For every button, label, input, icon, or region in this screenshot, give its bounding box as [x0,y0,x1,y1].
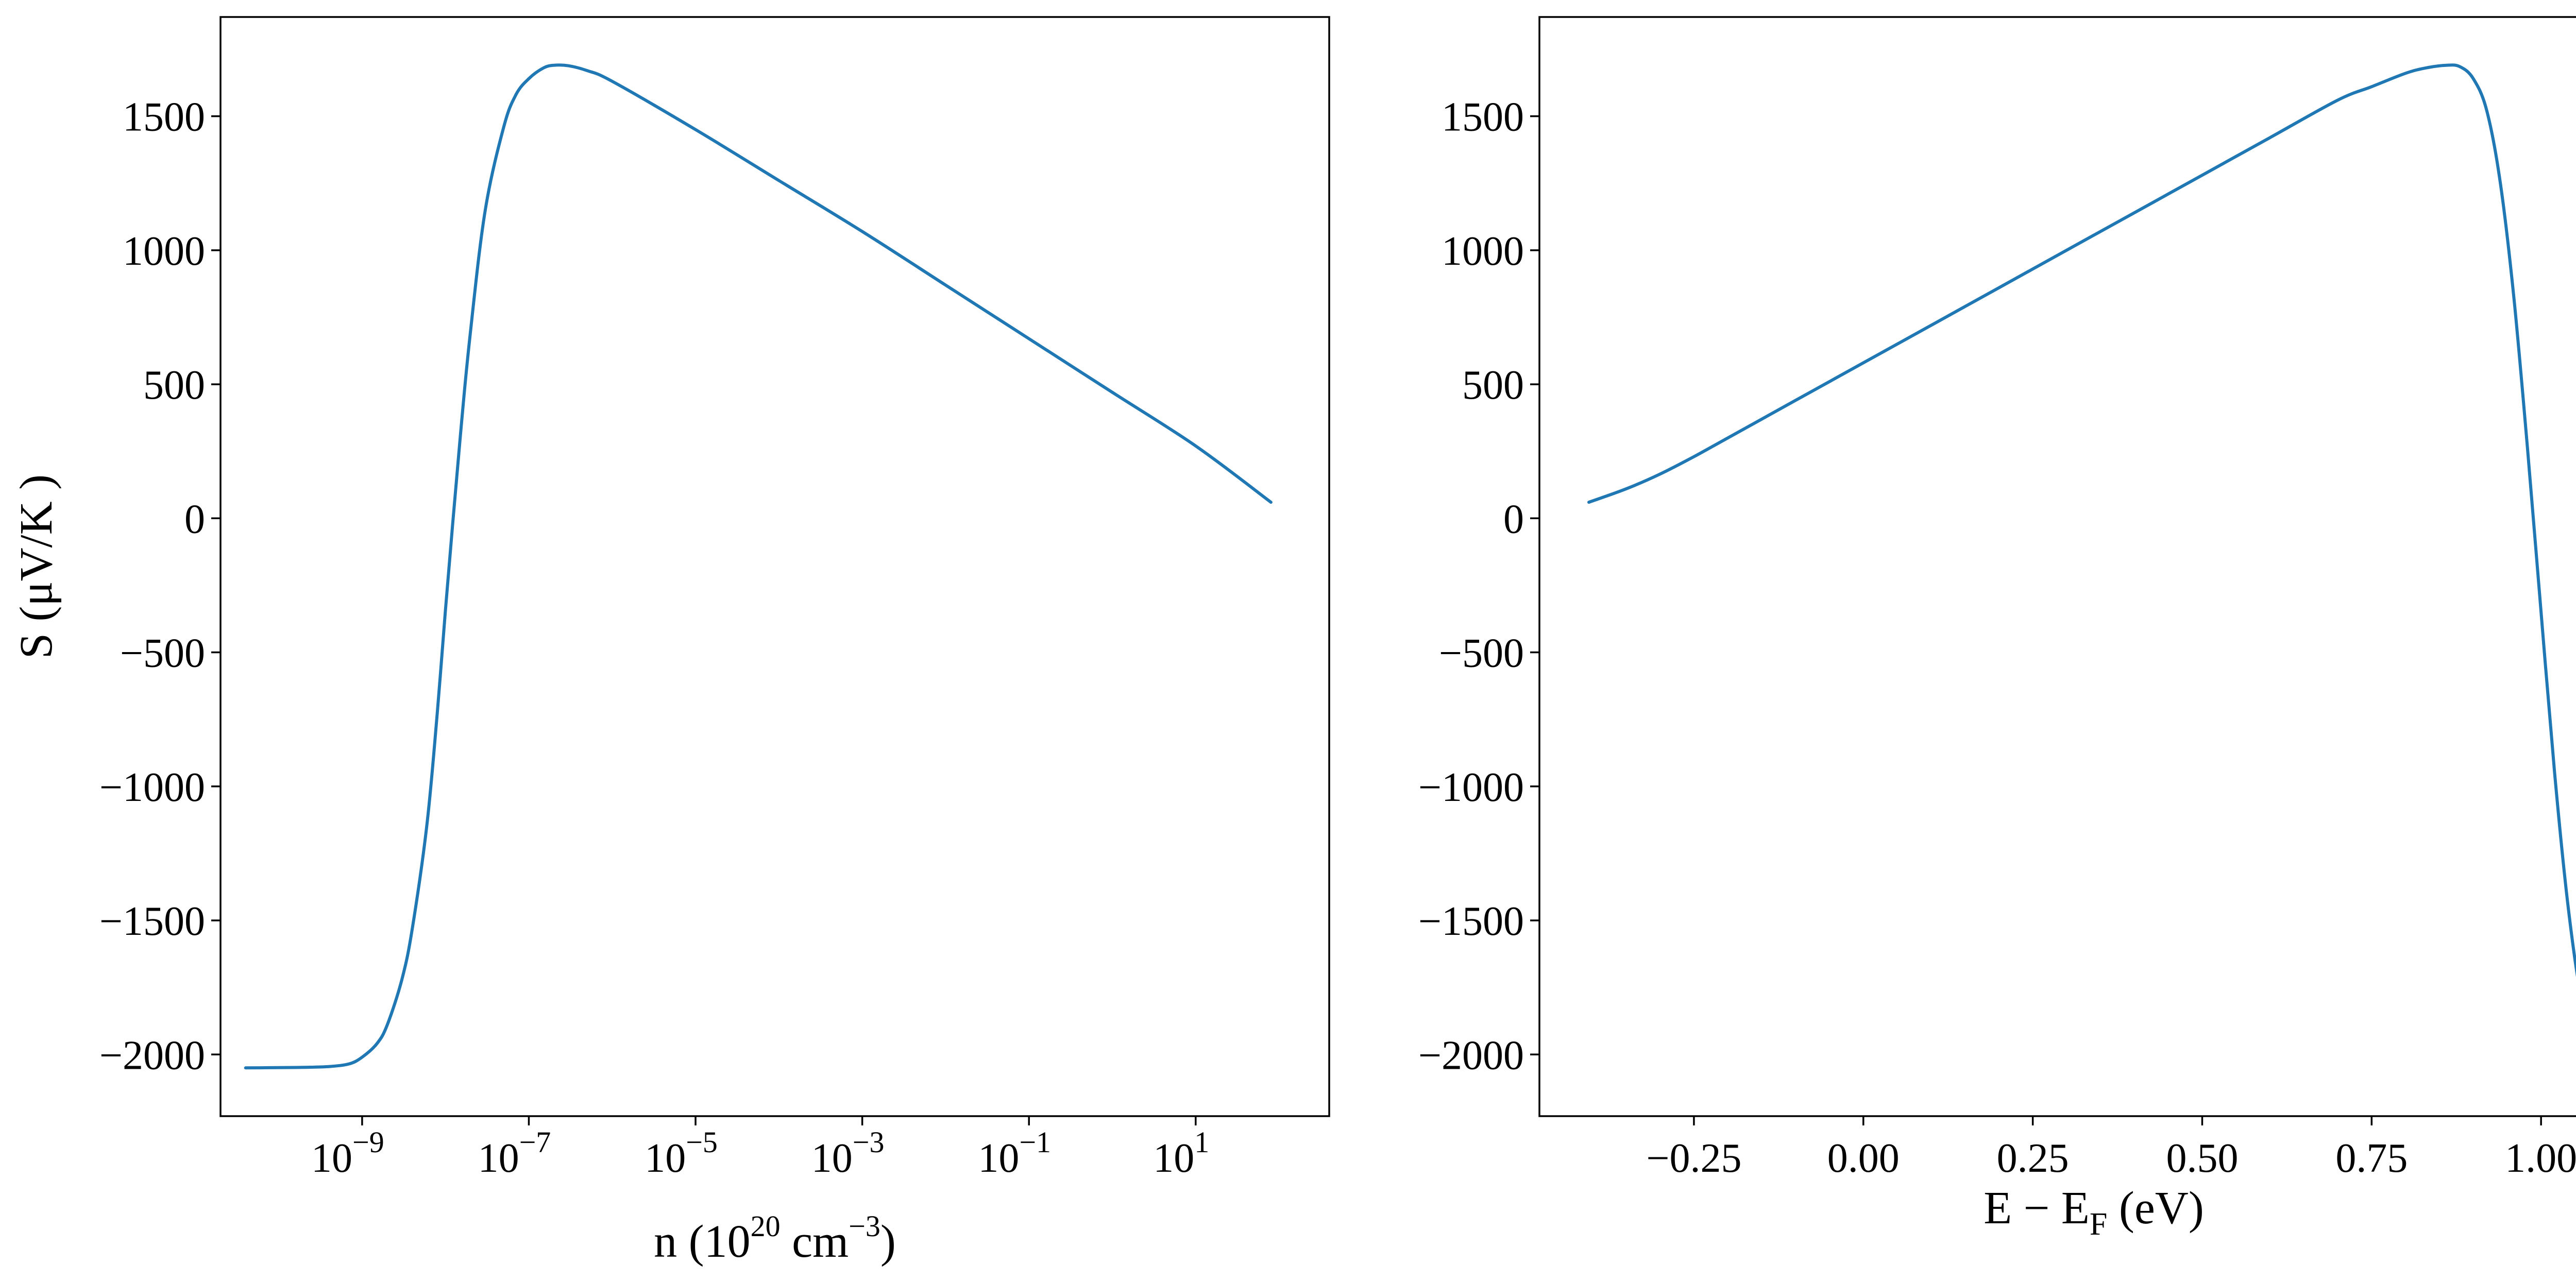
left-x-ticks: 10−9 10−7 10−5 10−3 10−1 101 [311,1116,1209,1181]
right-y-tick-label: −500 [1439,631,1524,676]
left-x-tick-base: 10 [645,1136,686,1181]
left-x-title-exponent-2: −3 [849,1209,880,1243]
right-y-ticks: 1500 1000 500 0 −500 −1000 −1500 −2000 [1418,95,1539,1078]
right-x-ticks: −0.25 0.00 0.25 0.50 0.75 1.00 [1646,1116,2576,1181]
right-y-tick-label: −2000 [1418,1033,1524,1078]
right-x-tick-label: 1.00 [2505,1136,2576,1181]
left-y-tick-label: 1500 [123,95,205,140]
left-series-line-0 [244,63,1273,1070]
right-x-tick-label: 0.50 [2166,1136,2238,1181]
left-x-tick-label: 101 [1153,1125,1209,1181]
left-y-tick-label: −1000 [99,765,205,810]
left-x-tick-label: 10−3 [811,1125,885,1181]
left-series-group [244,63,1273,1070]
left-x-title-unit: cm [781,1216,849,1267]
left-y-tick-label: 0 [184,497,205,542]
left-x-title-close: ) [880,1216,896,1267]
right-y-tick-label: 0 [1503,497,1524,542]
left-x-tick-label: 10−7 [478,1125,551,1181]
left-x-tick-base: 10 [1153,1136,1194,1181]
right-x-title-pre: E − E [1984,1183,2090,1234]
left-x-tick-base: 10 [478,1136,519,1181]
right-y-tick-label: 1500 [1442,95,1524,140]
right-series-group [1587,63,2576,978]
left-y-tick-label: 500 [143,363,205,408]
left-x-tick-base: 10 [311,1136,352,1181]
left-x-tick-base: 10 [811,1136,853,1181]
right-x-axis-title: E − EF (eV) [1984,1183,2204,1242]
right-series-line-0 [1587,63,2576,978]
left-x-title-base: n (10 [654,1216,750,1267]
left-x-tick-label: 10−9 [311,1125,384,1181]
left-y-tick-label: −1500 [99,899,205,944]
left-y-tick-label: −500 [120,631,205,676]
left-y-axis-title: S (μV/K ) [11,474,62,659]
right-x-tick-label: 0.00 [1827,1136,1900,1181]
right-x-tick-label: −0.25 [1646,1136,1741,1181]
left-x-tick-base: 10 [978,1136,1019,1181]
right-y-tick-label: −1000 [1418,765,1524,810]
right-x-tick-label: 0.75 [2335,1136,2408,1181]
left-x-tick-label: 10−5 [645,1125,718,1181]
left-y-tick-label: 1000 [123,229,205,274]
right-x-title-post: (eV) [2107,1183,2204,1234]
left-y-ticks: 1500 1000 500 0 −500 −1000 −1500 −2000 [99,95,221,1078]
right-plot-frame [1538,16,2576,1117]
left-x-tick-exponent: −9 [352,1125,384,1159]
right-y-tick-label: 1000 [1442,229,1524,274]
seebeck-vs-energy-plot: −0.25 0.00 0.25 0.50 0.75 1.00 1500 1000 500 0 −5… [1418,16,2576,1242]
right-y-tick-label: −1500 [1418,899,1524,944]
left-plot-frame [219,16,1330,1117]
right-x-tick-label: 0.25 [1997,1136,2069,1181]
left-x-tick-exponent: −7 [519,1125,551,1159]
left-x-tick-exponent: −5 [686,1125,718,1159]
left-x-tick-exponent: −1 [1019,1125,1051,1159]
left-y-tick-label: −2000 [99,1033,205,1078]
left-x-tick-label: 10−1 [978,1125,1051,1181]
left-x-axis-title: n (1020 cm−3) [654,1209,896,1267]
seebeck-vs-concentration-plot: 10−9 10−7 10−5 10−3 10−1 101 150010005000−500… [11,16,1330,1267]
left-x-title-exponent-1: 20 [751,1209,781,1243]
left-x-tick-exponent: −3 [853,1125,885,1159]
right-x-title-subscript: F [2090,1207,2107,1242]
right-y-tick-label: 500 [1462,363,1524,408]
left-x-tick-exponent: 1 [1194,1125,1209,1159]
